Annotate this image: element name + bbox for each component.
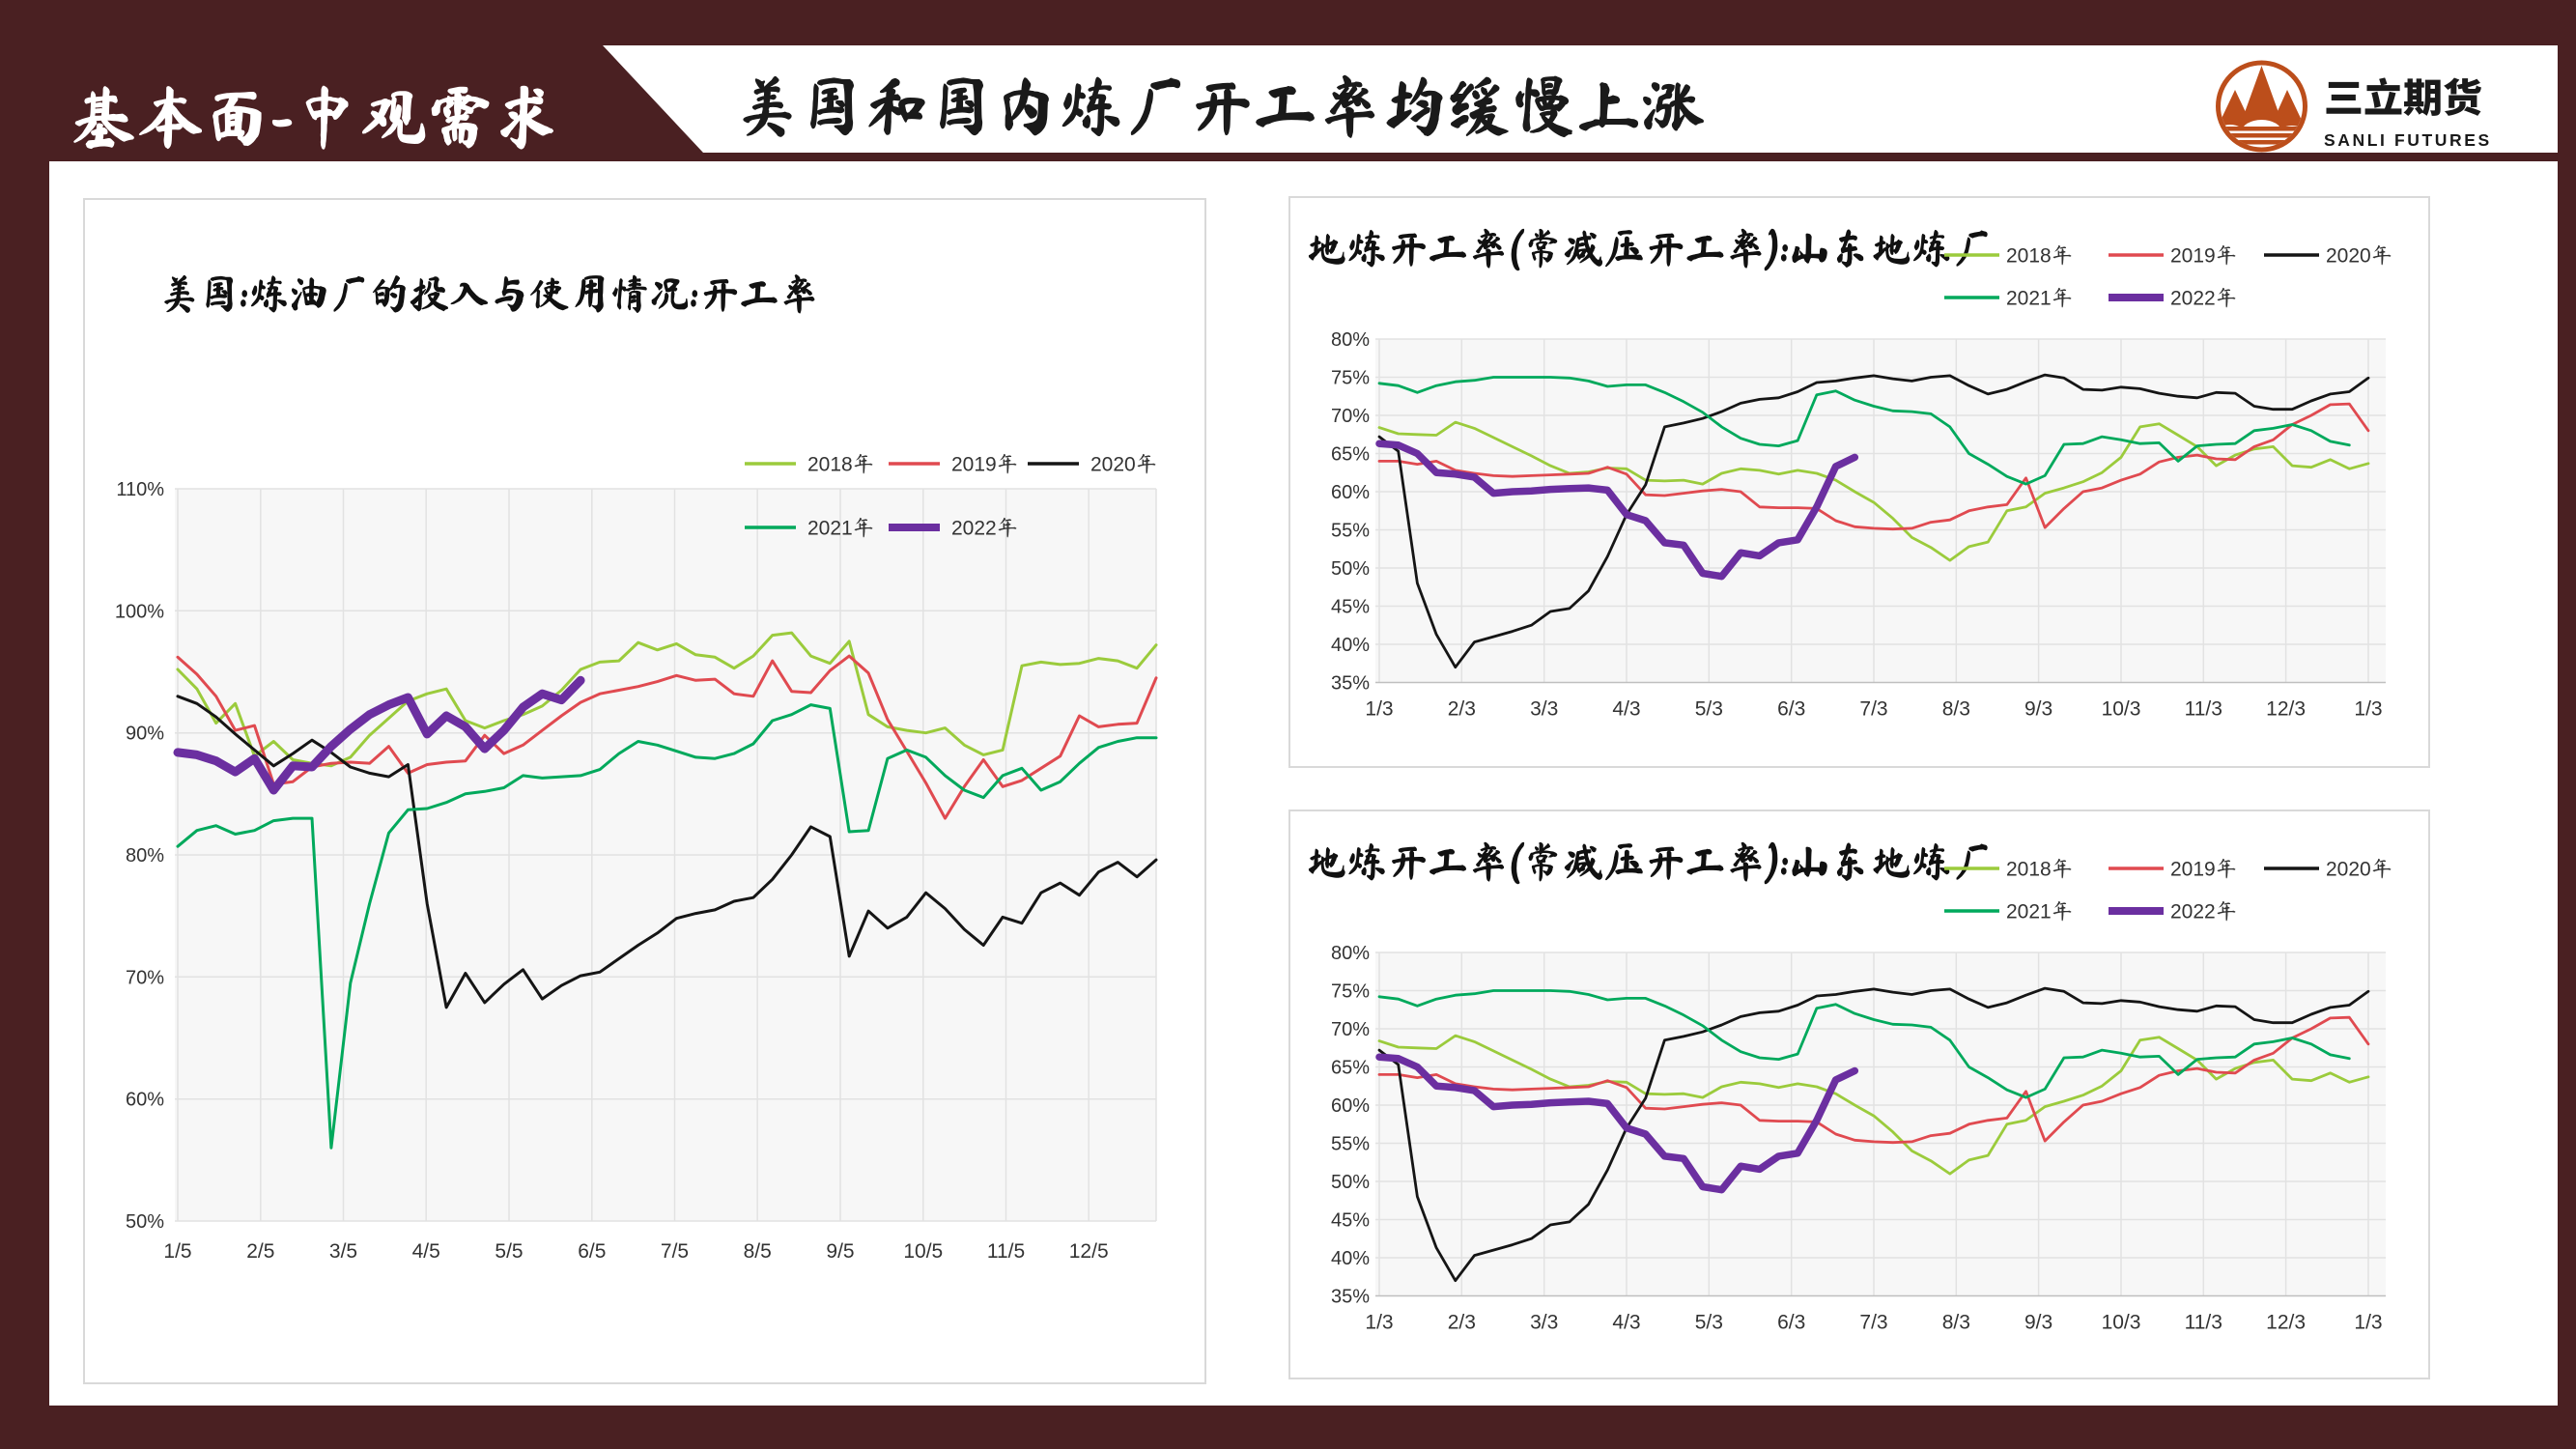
svg-text:9/5: 9/5	[826, 1240, 854, 1263]
svg-text:1/3: 1/3	[1365, 698, 1393, 721]
svg-text:2022: 2022	[2170, 901, 2216, 923]
svg-text:4/5: 4/5	[412, 1240, 440, 1263]
svg-text:2021: 2021	[807, 518, 853, 540]
svg-text:80%: 80%	[1331, 943, 1370, 964]
svg-text:110%: 110%	[116, 479, 164, 500]
svg-text:8/3: 8/3	[1942, 1312, 1970, 1334]
svg-text:11/5: 11/5	[987, 1240, 1025, 1263]
svg-text:2/3: 2/3	[1448, 698, 1476, 721]
svg-text:2018: 2018	[2006, 245, 2052, 268]
svg-text:5/5: 5/5	[495, 1240, 523, 1263]
svg-text:5/3: 5/3	[1695, 1312, 1723, 1334]
svg-text:50%: 50%	[1331, 558, 1370, 580]
svg-text:2021: 2021	[2006, 288, 2052, 310]
svg-text:2022: 2022	[2170, 288, 2216, 310]
svg-text:SANLI FUTURES: SANLI FUTURES	[2324, 130, 2492, 150]
svg-text:9/3: 9/3	[2024, 698, 2052, 721]
svg-text:60%: 60%	[1331, 1095, 1370, 1117]
svg-text:4/3: 4/3	[1612, 698, 1640, 721]
svg-text:80%: 80%	[126, 845, 164, 867]
svg-text:5/3: 5/3	[1695, 698, 1723, 721]
svg-text:75%: 75%	[1331, 368, 1370, 389]
svg-text:70%: 70%	[126, 967, 164, 988]
svg-text:2020: 2020	[2326, 245, 2371, 268]
svg-text:60%: 60%	[1331, 482, 1370, 503]
svg-text:2019: 2019	[951, 454, 997, 476]
svg-text:11/3: 11/3	[2185, 698, 2222, 721]
svg-text:65%: 65%	[1331, 444, 1370, 466]
svg-text:1/3: 1/3	[2354, 698, 2382, 721]
svg-text:12/3: 12/3	[2266, 1312, 2306, 1334]
svg-text:80%: 80%	[1331, 329, 1370, 351]
svg-text:2019: 2019	[2170, 245, 2216, 268]
svg-text:7/3: 7/3	[1859, 698, 1887, 721]
svg-text:10/3: 10/3	[2102, 1312, 2141, 1334]
svg-text:40%: 40%	[1331, 1248, 1370, 1269]
svg-text:8/5: 8/5	[744, 1240, 772, 1263]
svg-text:8/3: 8/3	[1942, 698, 1970, 721]
svg-text:35%: 35%	[1331, 673, 1370, 695]
svg-text:10/5: 10/5	[903, 1240, 943, 1263]
svg-text:12/3: 12/3	[2266, 698, 2306, 721]
svg-text:50%: 50%	[1331, 1172, 1370, 1193]
svg-text:7/3: 7/3	[1859, 1312, 1887, 1334]
svg-text:2020: 2020	[2326, 859, 2371, 881]
svg-text:2/3: 2/3	[1448, 1312, 1476, 1334]
svg-text:40%: 40%	[1331, 635, 1370, 656]
svg-text:10/3: 10/3	[2102, 698, 2141, 721]
svg-text:90%: 90%	[126, 724, 164, 745]
svg-text:2021: 2021	[2006, 901, 2052, 923]
svg-text:50%: 50%	[126, 1211, 164, 1233]
svg-text:3/3: 3/3	[1530, 1312, 1558, 1334]
svg-text:55%: 55%	[1331, 1134, 1370, 1155]
svg-text:70%: 70%	[1331, 1019, 1370, 1040]
svg-text:1/3: 1/3	[2354, 1312, 2382, 1334]
svg-text:55%: 55%	[1331, 521, 1370, 542]
svg-text:75%: 75%	[1331, 981, 1370, 1003]
svg-text:45%: 45%	[1331, 597, 1370, 618]
svg-text:60%: 60%	[126, 1090, 164, 1111]
svg-text:2020: 2020	[1090, 454, 1136, 476]
svg-text:1/3: 1/3	[1365, 1312, 1393, 1334]
svg-text:2019: 2019	[2170, 859, 2216, 881]
svg-text:9/3: 9/3	[2024, 1312, 2052, 1334]
svg-text:12/5: 12/5	[1069, 1240, 1109, 1263]
svg-text:65%: 65%	[1331, 1058, 1370, 1079]
svg-text:6/3: 6/3	[1777, 698, 1805, 721]
svg-text:2018: 2018	[2006, 859, 2052, 881]
svg-text:100%: 100%	[115, 601, 164, 622]
svg-text:2/5: 2/5	[246, 1240, 274, 1263]
svg-text:6/3: 6/3	[1777, 1312, 1805, 1334]
svg-text:7/5: 7/5	[661, 1240, 689, 1263]
svg-text:2018: 2018	[807, 454, 853, 476]
svg-text:70%: 70%	[1331, 406, 1370, 427]
svg-text:2022: 2022	[951, 518, 997, 540]
svg-text:6/5: 6/5	[578, 1240, 606, 1263]
svg-text:3/5: 3/5	[329, 1240, 357, 1263]
svg-text:45%: 45%	[1331, 1210, 1370, 1232]
svg-text:3/3: 3/3	[1530, 698, 1558, 721]
svg-text:4/3: 4/3	[1612, 1312, 1640, 1334]
svg-text:35%: 35%	[1331, 1287, 1370, 1308]
svg-text:1/5: 1/5	[163, 1240, 191, 1263]
svg-text:11/3: 11/3	[2185, 1312, 2222, 1334]
